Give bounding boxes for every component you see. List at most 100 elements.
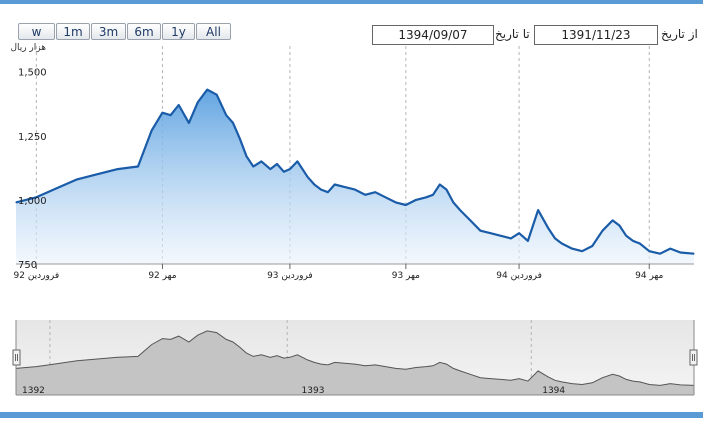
data-point <box>334 183 336 186</box>
data-point <box>439 183 441 186</box>
data-point <box>639 242 641 245</box>
x-tick-label: مهر 93 <box>392 271 420 281</box>
navigator-year-label: 1392 <box>22 386 45 396</box>
bottom-accent-bar <box>0 412 703 418</box>
data-point <box>232 122 234 124</box>
data-point <box>170 114 172 116</box>
data-point <box>395 201 397 203</box>
data-point <box>188 122 190 124</box>
data-point <box>197 101 199 103</box>
data-point <box>415 199 417 201</box>
data-point <box>537 209 539 211</box>
data-point <box>344 186 346 188</box>
data-point <box>500 235 502 237</box>
data-point <box>518 232 520 234</box>
data-point <box>469 219 471 221</box>
data-point <box>625 235 627 237</box>
y-tick-label: 1,000 <box>18 196 47 207</box>
y-axis-unit-label: هزار ریال <box>10 43 46 53</box>
data-point <box>479 230 481 232</box>
data-point <box>571 248 573 250</box>
y-tick-label: 750 <box>18 260 37 271</box>
from-date-input[interactable]: 1391/11/23 <box>534 25 658 45</box>
data-point <box>245 155 248 157</box>
range-button-w[interactable]: w <box>18 23 55 40</box>
data-point <box>161 112 163 114</box>
data-point <box>56 187 58 189</box>
data-point <box>490 232 492 234</box>
x-tick-label: فروردین 92 <box>14 271 60 281</box>
data-point <box>96 173 98 175</box>
data-point <box>320 189 322 191</box>
to-date-label: تا تاریخ <box>495 27 530 41</box>
x-tick-label: فروردین 94 <box>496 271 542 281</box>
data-point <box>276 163 278 165</box>
range-button-all[interactable]: All <box>196 23 231 40</box>
data-point <box>459 209 461 211</box>
data-point <box>151 130 153 132</box>
data-point <box>648 250 650 252</box>
navigator-area-fill <box>16 330 694 395</box>
data-point <box>659 253 661 255</box>
data-point <box>405 204 407 206</box>
data-point <box>452 201 454 203</box>
data-point <box>327 191 329 193</box>
data-point <box>591 245 593 247</box>
data-point <box>239 137 241 139</box>
data-point <box>510 237 512 239</box>
from-date-label: از تاریخ <box>661 27 698 41</box>
range-button-1m[interactable]: 1m <box>56 23 90 40</box>
data-point <box>35 196 37 198</box>
data-point <box>445 189 448 191</box>
data-point <box>547 227 549 229</box>
navigator-left-handle[interactable] <box>12 349 21 366</box>
to-date-input[interactable]: 1394/09/07 <box>372 25 494 45</box>
data-point <box>313 183 315 186</box>
data-point <box>269 168 271 170</box>
data-point <box>225 114 227 116</box>
data-point <box>561 242 563 245</box>
x-tick-label: مهر 94 <box>635 271 663 281</box>
navigator-series-line <box>15 330 695 386</box>
data-point <box>581 250 583 252</box>
x-tick-label: فروردین 93 <box>267 271 313 281</box>
data-point <box>364 194 366 196</box>
price-area-fill <box>16 89 694 264</box>
navigator-right-handle[interactable] <box>689 349 698 366</box>
data-point <box>306 176 309 178</box>
data-point <box>289 168 291 170</box>
data-point <box>612 219 614 221</box>
range-button-1y[interactable]: 1y <box>162 23 195 40</box>
data-point <box>601 230 604 232</box>
data-point <box>554 237 556 239</box>
data-point <box>117 168 119 170</box>
range-button-3m[interactable]: 3m <box>91 23 126 40</box>
data-point <box>527 240 529 242</box>
data-point <box>432 194 434 196</box>
price-series-line <box>15 88 695 255</box>
top-accent-bar <box>0 0 703 4</box>
data-point <box>384 196 387 198</box>
data-point <box>679 251 682 254</box>
data-point <box>260 160 262 162</box>
y-tick-label: 1,250 <box>18 132 47 143</box>
navigator-year-label: 1394 <box>542 386 565 396</box>
y-tick-label: 1,500 <box>18 68 47 79</box>
data-point <box>283 171 285 173</box>
data-point <box>216 94 218 96</box>
data-point <box>15 201 17 203</box>
data-point <box>618 224 621 227</box>
data-point <box>669 248 671 250</box>
data-point <box>374 191 376 193</box>
x-tick-label: مهر 92 <box>148 271 176 281</box>
data-point <box>693 253 695 255</box>
data-point <box>632 240 634 242</box>
data-point <box>178 104 180 106</box>
data-point <box>137 165 139 168</box>
data-point <box>425 196 427 198</box>
range-button-6m[interactable]: 6m <box>127 23 161 40</box>
data-point <box>76 178 78 180</box>
data-point <box>354 189 356 191</box>
data-point <box>296 160 298 162</box>
